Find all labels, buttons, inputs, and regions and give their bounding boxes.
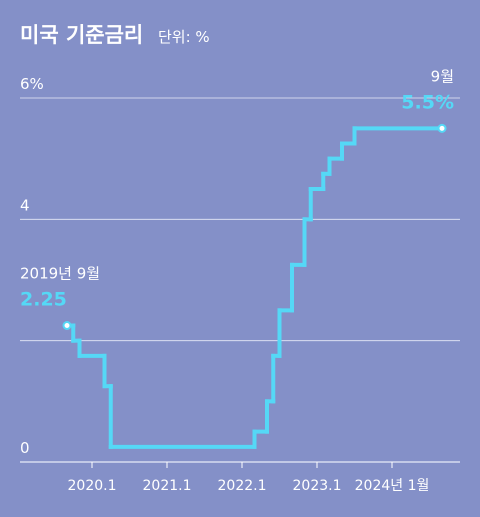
x-tick-label: 2022.1 xyxy=(218,478,267,494)
x-tick-label: 2024년 1월 xyxy=(355,478,430,494)
value-label: 5.5% xyxy=(401,91,454,113)
point-label: 9월 xyxy=(431,67,454,85)
value-label: 2.25 xyxy=(20,289,67,311)
y-tick-label: 4 xyxy=(20,196,30,214)
y-tick-label: 6% xyxy=(20,75,44,93)
x-tick-label: 2020.1 xyxy=(68,478,117,494)
x-tick-label: 2021.1 xyxy=(143,478,192,494)
end-point xyxy=(437,123,447,133)
end-point xyxy=(62,321,72,330)
chart-title: 미국 기준금리 xyxy=(20,23,143,47)
x-tick-label: 2023.1 xyxy=(293,478,342,494)
y-tick-label: 0 xyxy=(20,439,30,457)
point-label: 2019년 9월 xyxy=(20,265,100,283)
chart-subtitle: 단위: % xyxy=(158,28,210,46)
